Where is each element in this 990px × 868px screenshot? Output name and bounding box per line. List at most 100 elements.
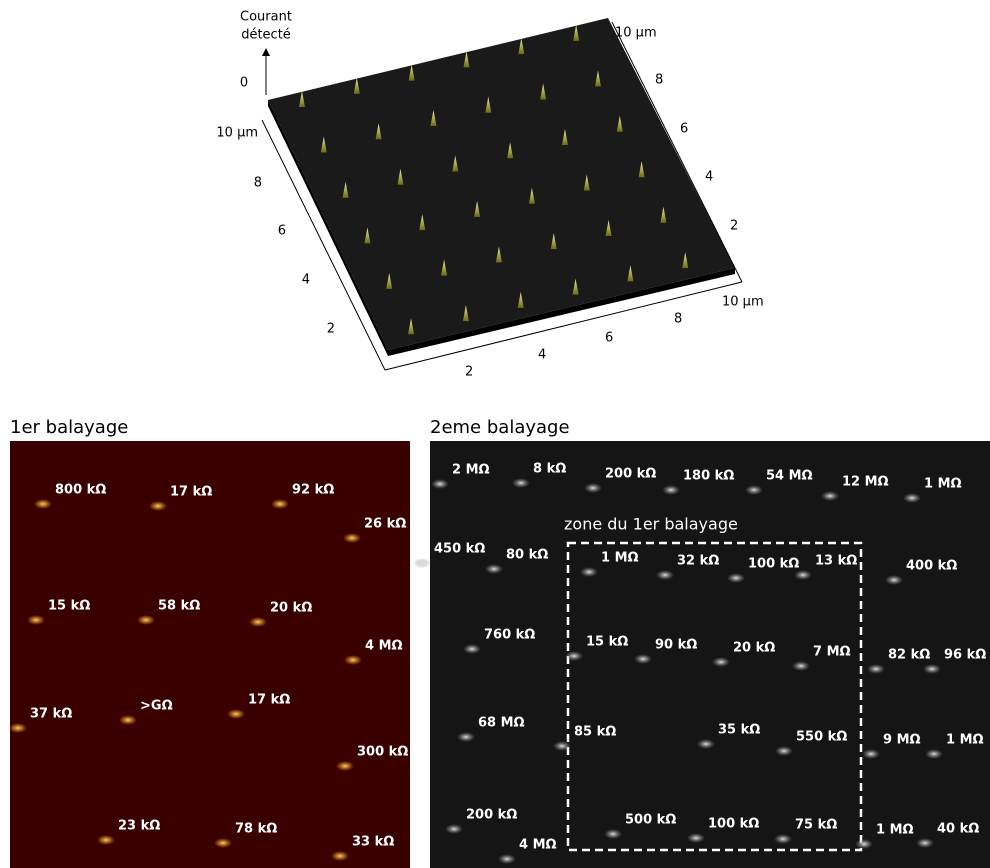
spot: [580, 567, 598, 577]
peak: [441, 259, 448, 276]
peak: [430, 110, 437, 127]
resistance-label: 82 kΩ: [888, 648, 930, 663]
peak: [616, 115, 623, 132]
spot: [885, 575, 903, 585]
axis-tick-label: 6: [278, 224, 286, 239]
peak: [419, 214, 426, 231]
spot: [445, 824, 463, 834]
resistance-label: 100 kΩ: [708, 817, 759, 832]
axis-tick-label: 2: [730, 219, 738, 234]
spot: [271, 499, 289, 509]
spot: [553, 741, 571, 751]
spot: [9, 723, 27, 733]
spot: [604, 829, 622, 839]
spot: [925, 749, 943, 759]
axis-tick-label: 8: [655, 73, 663, 88]
spot: [512, 478, 530, 488]
spot: [431, 479, 449, 489]
resistance-label: 450 kΩ: [434, 542, 485, 557]
spot: [727, 573, 745, 583]
resistance-label: 15 kΩ: [48, 599, 90, 614]
resistance-label: 550 kΩ: [796, 730, 847, 745]
spot: [344, 655, 362, 665]
peak: [583, 174, 590, 191]
axis-tick-label: 6: [680, 122, 688, 137]
left-axis: [261, 119, 386, 371]
spot: [634, 654, 652, 664]
resistance-label: 13 kΩ: [815, 554, 857, 569]
resistance-label: 15 kΩ: [586, 635, 628, 650]
spot: [498, 854, 516, 864]
peak: [550, 233, 557, 250]
axis-tick-label: 10 µm: [615, 26, 657, 41]
spot: [745, 485, 763, 495]
surface-edge: [388, 268, 735, 356]
peak: [627, 265, 634, 282]
resistance-label: 75 kΩ: [795, 818, 837, 833]
scan2-image: [430, 441, 990, 868]
scan1-title: 1er balayage: [10, 417, 128, 438]
spot: [792, 661, 810, 671]
peak: [518, 38, 525, 55]
peak: [507, 142, 514, 159]
spot: [923, 664, 941, 674]
spot: [149, 501, 167, 511]
spot: [662, 485, 680, 495]
spot: [34, 499, 52, 509]
scan2-title: 2eme balayage: [430, 417, 570, 438]
spot: [485, 564, 503, 574]
peak: [375, 123, 382, 140]
resistance-label: 9 MΩ: [883, 733, 921, 748]
spot: [137, 615, 155, 625]
resistance-label: 4 MΩ: [519, 838, 557, 853]
spot: [457, 732, 475, 742]
peak: [594, 70, 601, 87]
peak: [682, 252, 689, 269]
peak: [408, 318, 415, 335]
resistance-label: 1 MΩ: [946, 733, 984, 748]
peak: [342, 181, 349, 198]
peak: [353, 77, 360, 94]
peak: [397, 168, 404, 185]
resistance-label: 17 kΩ: [248, 693, 290, 708]
resistance-label: 300 kΩ: [357, 745, 408, 760]
peak: [386, 272, 393, 289]
resistance-label: 760 kΩ: [484, 628, 535, 643]
resistance-label: 200 kΩ: [605, 467, 656, 482]
spot: [867, 664, 885, 674]
peak: [561, 129, 568, 146]
resistance-label: 20 kΩ: [270, 601, 312, 616]
resistance-label: 40 kΩ: [937, 822, 979, 837]
zone-label: zone du 1er balayage: [564, 515, 738, 534]
resistance-label: >GΩ: [140, 699, 173, 714]
surface-edge: [268, 100, 388, 356]
peak: [408, 64, 415, 81]
spot: [712, 657, 730, 667]
resistance-label: 200 kΩ: [466, 808, 517, 823]
resistance-label: 1 MΩ: [601, 551, 639, 566]
spot: [821, 491, 839, 501]
surface-plot: Courant détecté 0 10 µm 8 6 4 2 10 µm 8 6 4 2 2 4 6 8…: [216, 10, 763, 380]
peak: [660, 206, 667, 223]
resistance-label: 90 kΩ: [655, 638, 697, 653]
spot: [794, 570, 812, 580]
peak: [452, 155, 459, 172]
axis-tick-label: 8: [674, 312, 682, 327]
peak: [462, 305, 469, 322]
z-arrow: [262, 48, 270, 56]
resistance-label: 26 kΩ: [364, 517, 406, 532]
axis-tick-label: 10 µm: [722, 295, 764, 310]
resistance-label: 80 kΩ: [506, 548, 548, 563]
spot: [903, 493, 921, 503]
spot: [413, 558, 431, 568]
resistance-label: 7 MΩ: [813, 645, 851, 660]
zone-box: [566, 541, 863, 852]
resistance-label: 4 MΩ: [365, 639, 403, 654]
resistance-label: 100 kΩ: [748, 557, 799, 572]
spot: [331, 851, 349, 861]
peak: [540, 83, 547, 100]
peak: [528, 187, 535, 204]
resistance-label: 92 kΩ: [292, 483, 334, 498]
peak: [495, 246, 502, 263]
spot: [774, 834, 792, 844]
